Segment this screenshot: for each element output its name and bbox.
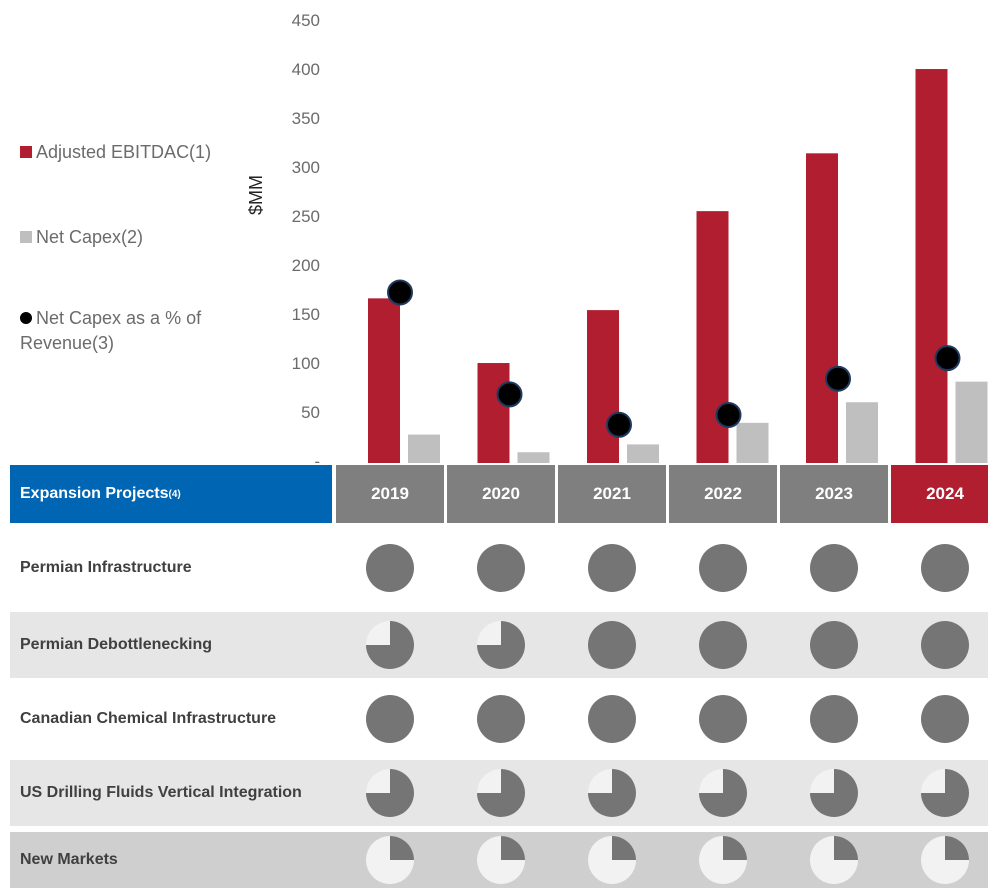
y-tick-label: 150 <box>291 305 320 324</box>
ebitdac-bar-2021 <box>587 310 619 463</box>
harvey-ball-2021 <box>588 695 636 743</box>
legend-ebitdac-label: Adjusted EBITDAC(1) <box>36 142 212 162</box>
legend-pct: Net Capex as a % of Revenue(3) <box>20 306 201 356</box>
harvey-ball-2024 <box>921 769 969 817</box>
harvey-ball-2022 <box>699 836 747 884</box>
y-tick-label: 200 <box>291 256 320 275</box>
harvey-ball-2019 <box>366 621 414 669</box>
project-label: Permian Infrastructure <box>20 559 192 576</box>
capex-bar-2022 <box>736 422 769 463</box>
harvey-ball-2024 <box>921 695 969 743</box>
legend-pct-label-1: Net Capex as a % of <box>36 308 202 328</box>
harvey-ball-2020 <box>477 769 525 817</box>
y-tick-label: 450 <box>291 11 320 30</box>
harvey-ball-2020 <box>477 695 525 743</box>
harvey-ball-2023 <box>810 621 858 669</box>
y-tick-label: 400 <box>291 60 320 79</box>
y-tick-label: 300 <box>291 158 320 177</box>
harvey-ball-2023 <box>810 769 858 817</box>
capex-pct-marker-2020 <box>496 381 523 408</box>
year-header-2021: 2021 <box>558 465 666 523</box>
table-title: Expansion Projects (4) <box>10 465 332 523</box>
table-row: Canadian Chemical Infrastructure <box>10 686 988 752</box>
year-header-2023: 2023 <box>780 465 888 523</box>
capex-bar-2024 <box>955 381 988 463</box>
harvey-ball-2019 <box>366 769 414 817</box>
harvey-ball-2022 <box>699 695 747 743</box>
y-tick-label: - <box>314 452 320 471</box>
table-row: US Drilling Fluids Vertical Integration <box>10 760 988 826</box>
legend-capex-swatch <box>20 231 32 243</box>
harvey-ball-2022 <box>699 621 747 669</box>
capex-bar-2023 <box>846 402 878 463</box>
year-header-2020: 2020 <box>447 465 555 523</box>
y-tick-label: 100 <box>291 354 320 373</box>
legend-ebitdac-swatch <box>20 146 32 158</box>
harvey-ball-2019 <box>366 544 414 592</box>
capex-pct-marker-2024 <box>934 345 961 372</box>
project-label: Canadian Chemical Infrastructure <box>20 710 277 727</box>
legend-capex-label: Net Capex(2) <box>36 227 144 247</box>
legend-ebitdac: Adjusted EBITDAC(1) <box>20 140 211 165</box>
capex-bar-2021 <box>627 444 659 463</box>
harvey-ball-2021 <box>588 769 636 817</box>
harvey-ball-2021 <box>588 836 636 884</box>
legend-pct-marker <box>20 312 32 324</box>
ebitdac-bar-2020 <box>477 363 510 463</box>
harvey-ball-2024 <box>921 836 969 884</box>
harvey-ball-2020 <box>477 621 525 669</box>
capex-pct-marker-2022 <box>715 401 742 428</box>
legend-pct-label-2: Revenue(3) <box>20 333 115 353</box>
harvey-ball-2020 <box>477 544 525 592</box>
capex-pct-marker-2019 <box>387 279 413 306</box>
y-tick-label: 350 <box>291 109 320 128</box>
harvey-ball-2019 <box>366 695 414 743</box>
harvey-ball-2023 <box>810 695 858 743</box>
harvey-ball-2021 <box>588 621 636 669</box>
project-label: New Markets <box>20 851 118 868</box>
capex-bar-2019 <box>408 434 440 463</box>
harvey-ball-2024 <box>921 621 969 669</box>
harvey-ball-2019 <box>366 836 414 884</box>
year-header-2022: 2022 <box>669 465 777 523</box>
harvey-ball-2023 <box>810 544 858 592</box>
y-tick-label: 50 <box>301 403 320 422</box>
table-row: Permian Debottlenecking <box>10 612 988 678</box>
table-title-footnote: (4) <box>168 488 181 500</box>
chart-area <box>368 69 988 463</box>
harvey-ball-2022 <box>699 769 747 817</box>
y-axis-label: $MM <box>246 175 266 215</box>
capex-bar-2020 <box>517 452 550 463</box>
harvey-ball-2020 <box>477 836 525 884</box>
table-row: New Markets <box>10 832 988 888</box>
year-header-2024: 2024 <box>891 465 988 523</box>
harvey-ball-2024 <box>921 544 969 592</box>
table-title-text: Expansion Projects <box>20 485 169 502</box>
table-row: Permian Infrastructure <box>10 535 988 601</box>
year-header-2019: 2019 <box>336 465 444 523</box>
ebitdac-bar-2023 <box>806 153 838 463</box>
harvey-ball-2022 <box>699 544 747 592</box>
harvey-ball-2021 <box>588 544 636 592</box>
project-label: US Drilling Fluids Vertical Integration <box>20 784 302 801</box>
legend-capex: Net Capex(2) <box>20 225 143 250</box>
y-tick-label: 250 <box>291 207 320 226</box>
project-label: Permian Debottlenecking <box>20 636 213 653</box>
ebitdac-bar-2019 <box>368 298 400 463</box>
capex-pct-marker-2021 <box>606 411 632 438</box>
capex-pct-marker-2023 <box>825 365 851 392</box>
harvey-ball-2023 <box>810 836 858 884</box>
ebitdac-bar-2024 <box>915 69 948 463</box>
